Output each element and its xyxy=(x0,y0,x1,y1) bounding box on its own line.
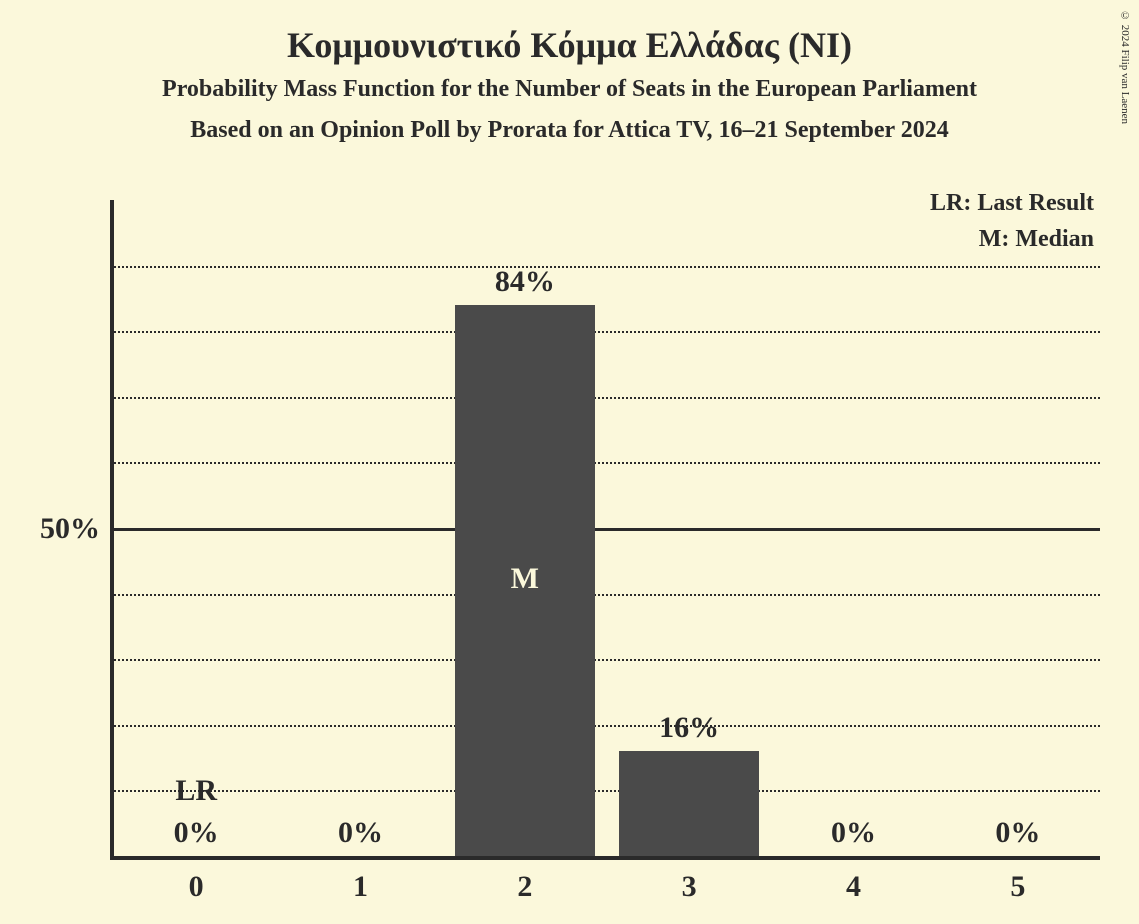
copyright-text: © 2024 Filip van Laenen xyxy=(1119,10,1131,124)
value-label-3: 16% xyxy=(607,711,772,745)
x-tick-3: 3 xyxy=(607,870,772,904)
gridline-70 xyxy=(114,397,1100,399)
x-tick-4: 4 xyxy=(771,870,936,904)
y-tick-50: 50% xyxy=(20,512,100,546)
median-marker: M xyxy=(455,562,595,596)
value-label-4: 0% xyxy=(771,816,936,850)
legend-lr: LR: Last Result xyxy=(930,190,1094,217)
x-tick-1: 1 xyxy=(278,870,443,904)
x-tick-5: 5 xyxy=(935,870,1100,904)
legend-median: M: Median xyxy=(979,226,1094,253)
gridline-50 xyxy=(114,528,1100,531)
chart-plot-area: 50% 0%0LR0%184%2M16%30%40%5 LR: Last Res… xyxy=(110,200,1100,860)
gridline-30 xyxy=(114,659,1100,661)
lr-marker: LR xyxy=(114,774,279,808)
chart-subtitle-1: Probability Mass Function for the Number… xyxy=(0,76,1139,103)
chart-title: Κομμουνιστικό Κόμμα Ελλάδας (NI) xyxy=(0,0,1139,66)
gridline-80 xyxy=(114,331,1100,333)
x-axis xyxy=(110,856,1100,860)
value-label-1: 0% xyxy=(278,816,443,850)
chart-subtitle-2: Based on an Opinion Poll by Prorata for … xyxy=(0,117,1139,144)
gridline-40 xyxy=(114,594,1100,596)
x-tick-2: 2 xyxy=(442,870,607,904)
value-label-5: 0% xyxy=(935,816,1100,850)
gridline-60 xyxy=(114,462,1100,464)
value-label-0: 0% xyxy=(114,816,279,850)
bar-3 xyxy=(619,751,759,856)
x-tick-0: 0 xyxy=(114,870,279,904)
value-label-2: 84% xyxy=(442,265,607,299)
